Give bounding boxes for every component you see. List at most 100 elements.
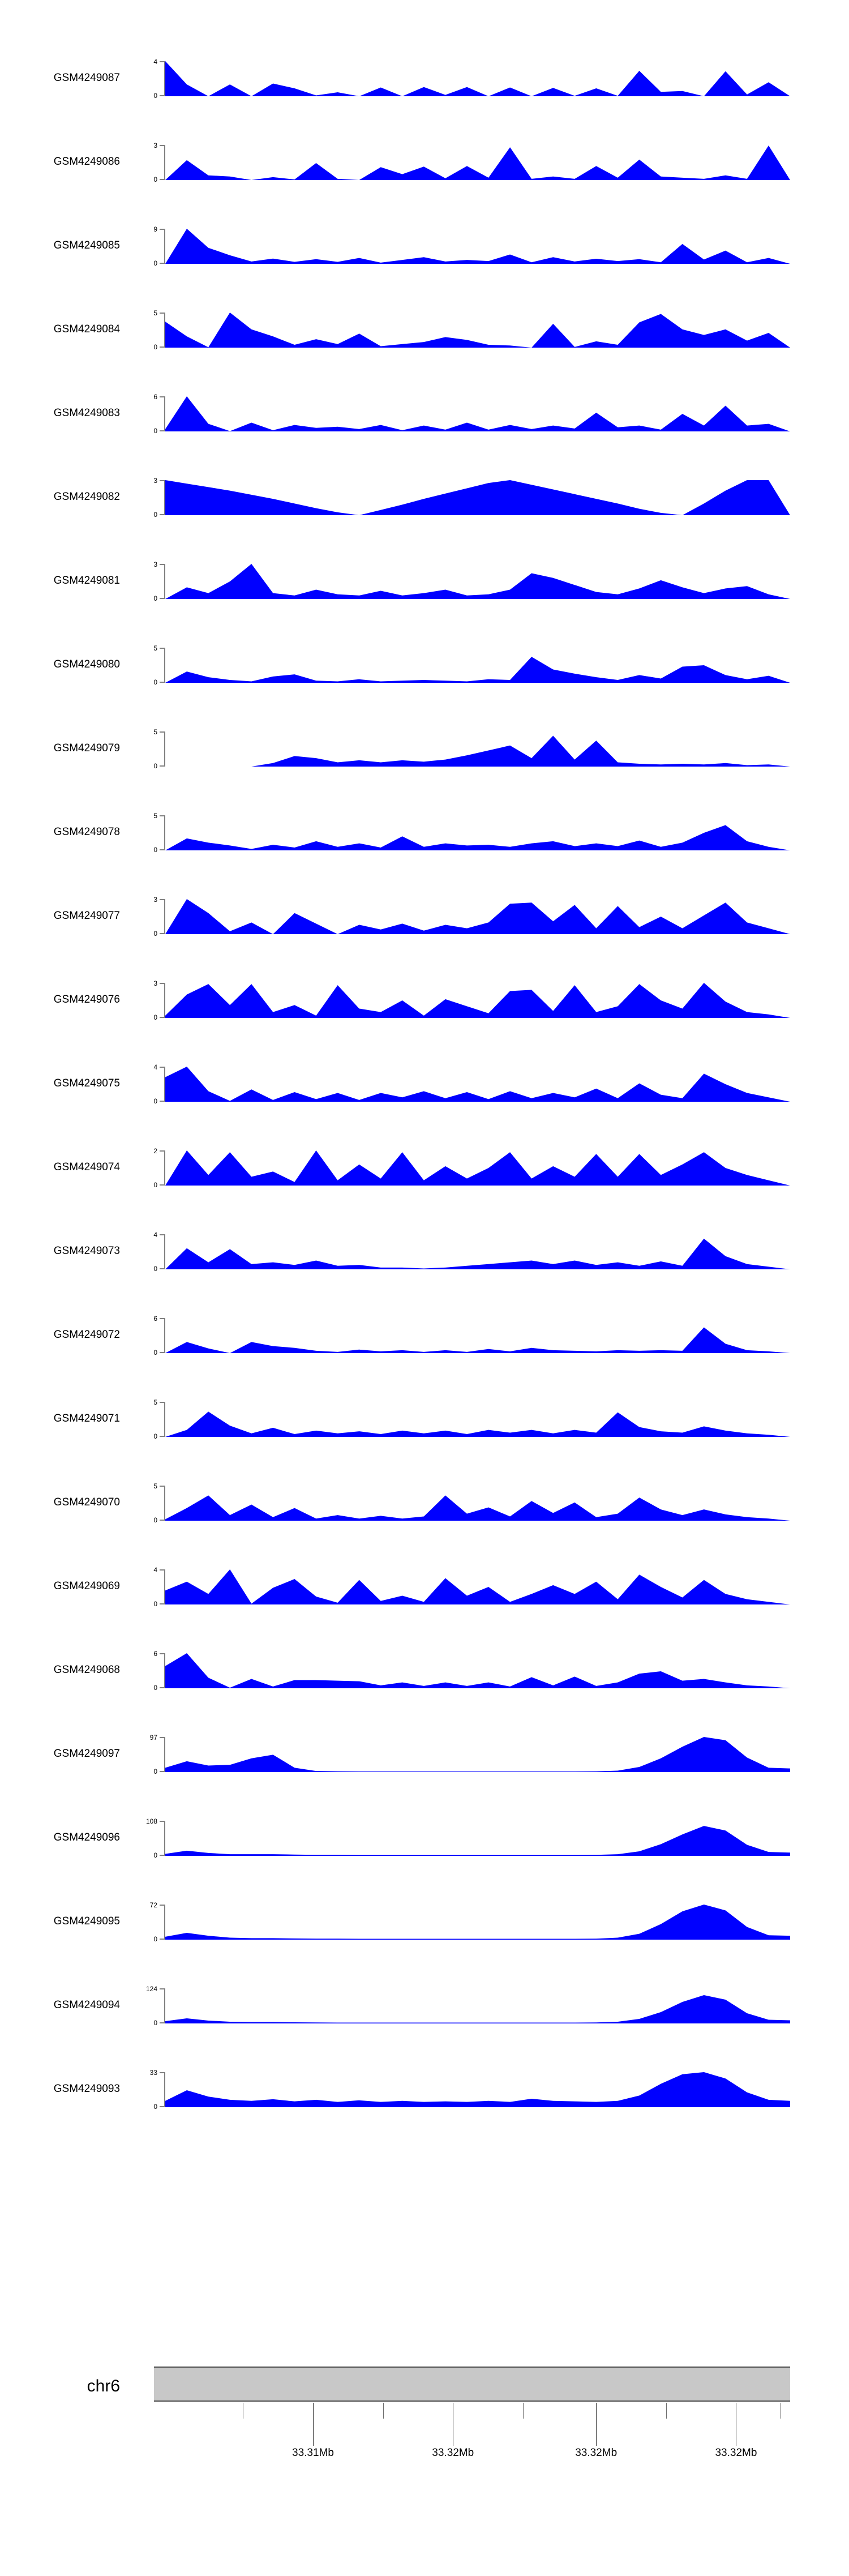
coverage-track[interactable]: GSM4249077 3 0 xyxy=(0,896,849,937)
track-y-axis: 124 0 xyxy=(146,1986,165,2026)
coverage-track[interactable]: GSM4249079 5 0 xyxy=(0,729,849,769)
track-coverage-area[interactable] xyxy=(165,564,790,599)
y-axis-max-label: 108 xyxy=(145,1817,157,1825)
y-axis-min-label: 0 xyxy=(153,1432,157,1440)
track-coverage-area[interactable] xyxy=(165,145,790,180)
coverage-track[interactable]: GSM4249081 3 0 xyxy=(0,561,849,602)
y-axis-top-cap xyxy=(160,899,165,900)
track-coverage-area[interactable] xyxy=(165,313,790,348)
y-axis-max-label: 5 xyxy=(153,1482,157,1490)
coverage-track[interactable]: GSM4249097 97 0 xyxy=(0,1734,849,1775)
y-axis-top-cap xyxy=(160,1234,165,1235)
coverage-track[interactable]: GSM4249074 2 0 xyxy=(0,1148,849,1189)
y-axis-min-label: 0 xyxy=(153,1349,157,1357)
coverage-track[interactable]: GSM4249075 4 0 xyxy=(0,1064,849,1105)
track-coverage-area[interactable] xyxy=(165,1988,790,2023)
y-axis-bottom-cap xyxy=(160,1268,165,1269)
y-axis-min-label: 0 xyxy=(153,343,157,351)
y-axis-min-label: 0 xyxy=(153,176,157,183)
y-axis-bottom-cap xyxy=(160,1603,165,1604)
coverage-track[interactable]: GSM4249083 6 0 xyxy=(0,393,849,434)
y-axis-line xyxy=(164,1821,165,1856)
coverage-track[interactable]: GSM4249070 5 0 xyxy=(0,1482,849,1524)
coverage-track[interactable]: GSM4249084 5 0 xyxy=(0,310,849,351)
y-axis-min-label: 0 xyxy=(153,1013,157,1021)
y-axis-bottom-cap xyxy=(160,682,165,683)
track-coverage-area[interactable] xyxy=(165,1569,790,1604)
track-coverage-area[interactable] xyxy=(165,61,790,96)
coverage-track[interactable]: GSM4249071 5 0 xyxy=(0,1399,849,1440)
coverage-track[interactable]: GSM4249072 6 0 xyxy=(0,1315,849,1357)
track-coverage-area[interactable] xyxy=(165,1737,790,1772)
coverage-track[interactable]: GSM4249068 6 0 xyxy=(0,1650,849,1691)
y-axis-max-label: 3 xyxy=(153,142,157,149)
genome-axis-ticks: 33.31Mb 33.32Mb 33.32Mb 33.32Mb xyxy=(154,2403,790,2482)
track-coverage-area[interactable] xyxy=(165,1150,790,1186)
y-axis-line xyxy=(164,396,165,431)
track-coverage-area[interactable] xyxy=(165,1234,790,1269)
coverage-track[interactable]: GSM4249082 3 0 xyxy=(0,477,849,519)
y-axis-line xyxy=(164,480,165,515)
coverage-track[interactable]: GSM4249094 124 0 xyxy=(0,1986,849,2026)
y-axis-line xyxy=(164,1486,165,1521)
axis-tick-major xyxy=(313,2403,314,2446)
y-axis-bottom-cap xyxy=(160,1771,165,1772)
track-coverage-area[interactable] xyxy=(165,1653,790,1688)
track-coverage-area[interactable] xyxy=(165,1318,790,1353)
track-label: GSM4249074 xyxy=(53,1161,120,1173)
track-coverage-area[interactable] xyxy=(165,899,790,934)
y-axis-top-cap xyxy=(160,1905,165,1906)
track-coverage-area[interactable] xyxy=(165,396,790,431)
track-coverage-area[interactable] xyxy=(165,1486,790,1521)
track-label: GSM4249094 xyxy=(53,1999,120,2011)
track-coverage-area[interactable] xyxy=(165,1067,790,1102)
y-axis-top-cap xyxy=(160,1821,165,1822)
coverage-track[interactable]: GSM4249073 4 0 xyxy=(0,1231,849,1272)
coverage-track[interactable]: GSM4249085 9 0 xyxy=(0,226,849,267)
coverage-track[interactable]: GSM4249078 5 0 xyxy=(0,812,849,853)
y-axis-min-label: 0 xyxy=(153,1097,157,1105)
y-axis-max-label: 4 xyxy=(153,1231,157,1239)
y-axis-top-cap xyxy=(160,1737,165,1738)
y-axis-bottom-cap xyxy=(160,2022,165,2023)
y-axis-line xyxy=(164,1067,165,1102)
y-axis-bottom-cap xyxy=(160,179,165,180)
track-coverage-area[interactable] xyxy=(165,1821,790,1856)
ideogram-bar[interactable] xyxy=(154,2367,790,2402)
track-coverage-area[interactable] xyxy=(165,2072,790,2107)
coverage-track[interactable]: GSM4249096 108 0 xyxy=(0,1817,849,1859)
coverage-track[interactable]: GSM4249076 3 0 xyxy=(0,980,849,1021)
track-coverage-area[interactable] xyxy=(165,983,790,1018)
coverage-track[interactable]: GSM4249095 72 0 xyxy=(0,1901,849,1942)
y-axis-line xyxy=(164,1653,165,1688)
track-label: GSM4249076 xyxy=(53,994,120,1005)
track-coverage-area[interactable] xyxy=(165,1905,790,1940)
coverage-track[interactable]: GSM4249069 4 0 xyxy=(0,1567,849,1607)
y-axis-min-label: 0 xyxy=(153,1181,157,1189)
track-coverage-area[interactable] xyxy=(165,731,790,767)
y-axis-top-cap xyxy=(160,1067,165,1068)
y-axis-bottom-cap xyxy=(160,346,165,348)
track-coverage-area[interactable] xyxy=(165,815,790,850)
track-label: GSM4249079 xyxy=(53,742,120,754)
track-coverage-area[interactable] xyxy=(165,229,790,264)
y-axis-min-label: 0 xyxy=(153,1516,157,1524)
track-coverage-area[interactable] xyxy=(165,480,790,515)
y-axis-max-label: 72 xyxy=(149,1901,157,1909)
coverage-track[interactable]: GSM4249080 5 0 xyxy=(0,645,849,686)
track-label: GSM4249083 xyxy=(53,407,120,419)
y-axis-line xyxy=(164,899,165,934)
y-axis-line xyxy=(164,1318,165,1353)
track-coverage-area[interactable] xyxy=(165,648,790,683)
coverage-track[interactable]: GSM4249086 3 0 xyxy=(0,142,849,183)
y-axis-line xyxy=(164,313,165,348)
coverage-track[interactable]: GSM4249087 4 0 xyxy=(0,58,849,99)
track-label: GSM4249081 xyxy=(53,575,120,587)
track-coverage-area[interactable] xyxy=(165,1402,790,1437)
y-axis-min-label: 0 xyxy=(153,511,157,519)
coverage-track[interactable]: GSM4249093 33 0 xyxy=(0,2069,849,2110)
